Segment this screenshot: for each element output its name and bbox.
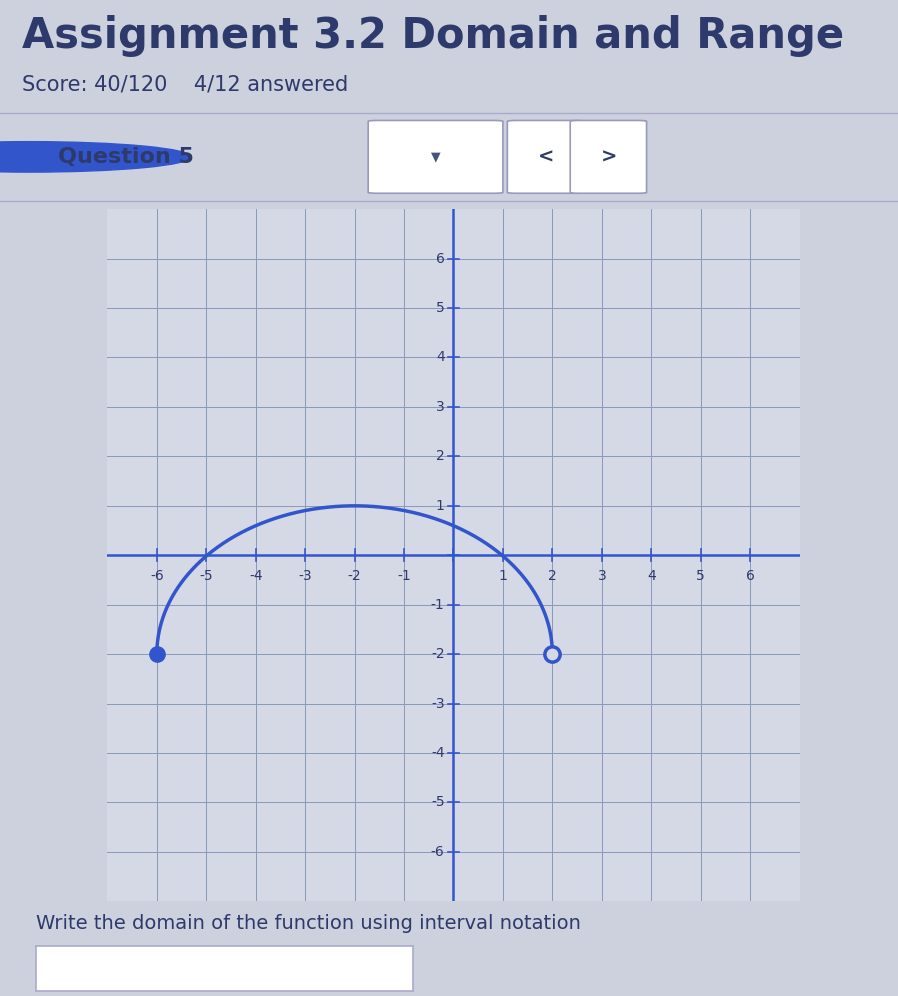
Text: -3: -3 [431, 696, 445, 710]
Text: -3: -3 [298, 569, 312, 583]
Text: 6: 6 [745, 569, 754, 583]
Text: Score: 40/120    4/12 answered: Score: 40/120 4/12 answered [22, 75, 348, 95]
FancyBboxPatch shape [570, 121, 647, 193]
Text: Question 5: Question 5 [58, 146, 194, 167]
Text: 1: 1 [436, 499, 445, 513]
Text: -6: -6 [431, 845, 445, 859]
Text: ▼: ▼ [431, 150, 440, 163]
Text: >: > [601, 147, 617, 166]
Text: <: < [538, 147, 554, 166]
Text: 2: 2 [548, 569, 557, 583]
Text: 5: 5 [436, 301, 445, 315]
Text: -4: -4 [431, 746, 445, 760]
Text: -4: -4 [249, 569, 262, 583]
Text: 1: 1 [498, 569, 507, 583]
Circle shape [0, 141, 191, 172]
Text: 3: 3 [436, 400, 445, 414]
Text: Assignment 3.2 Domain and Range: Assignment 3.2 Domain and Range [22, 15, 845, 57]
Text: -1: -1 [397, 569, 411, 583]
Text: 2: 2 [436, 449, 445, 463]
Text: -5: -5 [199, 569, 213, 583]
Text: 6: 6 [436, 252, 445, 266]
Text: 4: 4 [436, 351, 445, 365]
Text: -5: -5 [431, 796, 445, 810]
Text: -6: -6 [150, 569, 163, 583]
FancyBboxPatch shape [368, 121, 503, 193]
Text: -1: -1 [431, 598, 445, 612]
Text: 3: 3 [597, 569, 606, 583]
Text: Write the domain of the function using interval notation: Write the domain of the function using i… [36, 914, 581, 933]
Text: 5: 5 [696, 569, 705, 583]
FancyBboxPatch shape [507, 121, 584, 193]
Text: 4: 4 [647, 569, 656, 583]
Text: -2: -2 [348, 569, 361, 583]
Text: -2: -2 [431, 647, 445, 661]
